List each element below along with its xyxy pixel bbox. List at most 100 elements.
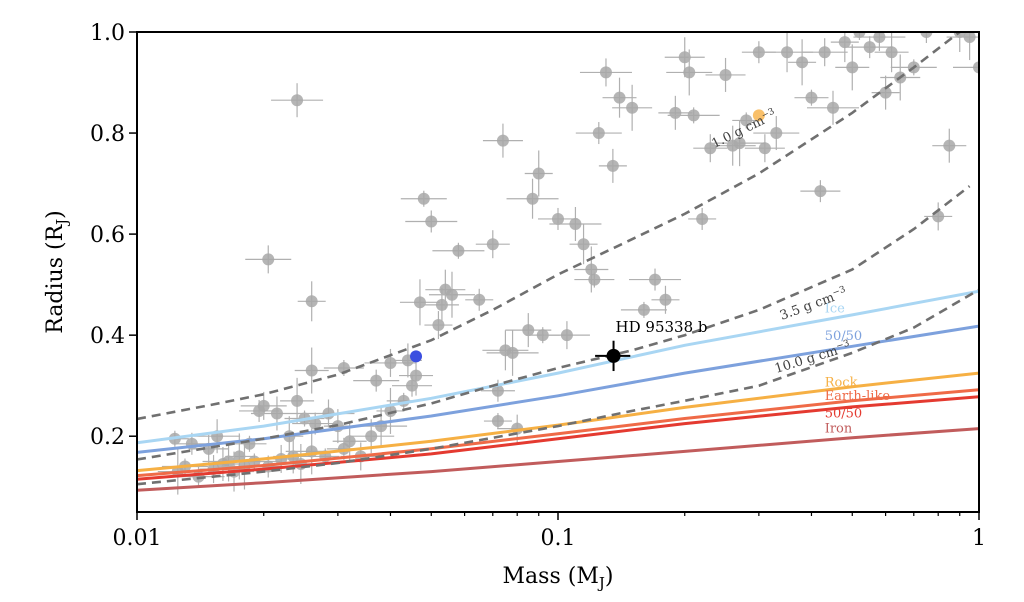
- known-planet-point: [629, 268, 682, 291]
- known-planet-point: [579, 58, 632, 87]
- known-planet-marker: [270, 407, 283, 420]
- known-planet-point: [835, 44, 870, 91]
- composition-curve-label: Iron: [825, 422, 853, 437]
- known-planet-point: [807, 90, 860, 125]
- known-planet-marker: [585, 263, 598, 276]
- known-planet-marker: [552, 212, 564, 225]
- composition-curve: [137, 289, 979, 445]
- known-planet-point: [569, 224, 598, 265]
- known-planet-marker: [740, 114, 753, 127]
- known-planet-marker: [435, 298, 448, 311]
- known-planet-marker: [588, 273, 601, 286]
- composition-curve-label: Earth-like: [825, 389, 891, 404]
- known-planet-marker: [818, 46, 831, 59]
- known-planet-point: [549, 207, 602, 241]
- x-axis-label-main: Mass (M: [503, 564, 599, 589]
- known-planet-marker: [417, 192, 430, 205]
- known-planet-point: [946, 32, 979, 61]
- known-planet-marker: [577, 238, 590, 251]
- target-planet-marker: [606, 348, 621, 363]
- known-planet-point: [376, 387, 405, 434]
- highlighted-planet-marker: [410, 350, 423, 363]
- known-planet-point: [538, 207, 578, 230]
- x-axis-label-sub: J: [597, 574, 605, 592]
- known-planet-point: [658, 95, 693, 130]
- known-planet-marker: [814, 185, 827, 198]
- known-planet-marker: [445, 288, 458, 301]
- known-planet-marker: [532, 167, 545, 180]
- known-planet-marker: [805, 91, 818, 104]
- known-planet-point: [271, 83, 324, 118]
- known-planet-marker: [569, 218, 582, 230]
- y-tick-label: 0.2: [90, 425, 125, 450]
- composition-curve-label: 50/50: [825, 407, 862, 422]
- x-tick-label: 0.1: [541, 526, 576, 551]
- known-planet-marker: [425, 215, 438, 228]
- known-planet-point: [400, 190, 447, 207]
- known-planet-point: [353, 369, 400, 392]
- known-planet-marker: [770, 127, 783, 140]
- y-axis-label-sub: J: [53, 219, 71, 227]
- known-planet-marker: [873, 32, 886, 44]
- known-planet-point: [482, 330, 529, 371]
- known-planet-marker: [659, 293, 672, 306]
- known-planet-marker: [733, 137, 746, 150]
- density-curve: [137, 288, 979, 486]
- known-planet-marker: [781, 46, 794, 59]
- known-planet-marker: [406, 379, 419, 392]
- known-planet-marker: [758, 142, 771, 155]
- highlighted-points-layer: [410, 109, 765, 363]
- known-planet-marker: [606, 159, 619, 172]
- known-planet-point: [405, 210, 458, 233]
- known-planet-marker: [683, 66, 696, 79]
- y-axis-label: Radius (RJ): [43, 210, 71, 334]
- known-planet-marker: [473, 293, 486, 306]
- known-planet-marker: [943, 139, 956, 152]
- y-tick-label: 0.6: [90, 223, 125, 248]
- known-planet-marker: [973, 61, 979, 74]
- known-planet-point: [506, 178, 559, 219]
- known-planet-point: [800, 180, 841, 203]
- known-planet-marker: [262, 253, 275, 266]
- known-planet-point: [666, 49, 713, 96]
- known-planet-point: [871, 75, 900, 110]
- known-planet-point: [713, 120, 766, 167]
- known-planet-marker: [257, 399, 270, 412]
- known-planet-marker: [491, 415, 504, 428]
- known-planet-point: [853, 32, 906, 52]
- known-planet-marker: [879, 86, 892, 99]
- known-planet-marker: [592, 127, 605, 140]
- known-planet-marker: [846, 61, 859, 74]
- known-planet-point: [483, 413, 512, 430]
- known-planet-marker: [305, 364, 318, 377]
- known-planet-marker: [649, 273, 662, 286]
- known-planet-point: [874, 32, 909, 73]
- known-planet-marker: [291, 94, 304, 107]
- known-planet-point: [424, 311, 453, 340]
- known-planet-marker: [696, 212, 709, 225]
- known-planet-point: [598, 148, 627, 183]
- known-planet-marker: [452, 244, 465, 257]
- known-planet-point: [602, 77, 637, 118]
- known-planet-point: [480, 379, 515, 402]
- composition-curve: [137, 395, 979, 481]
- x-axis-label: Mass (MJ): [503, 564, 614, 592]
- known-planet-marker: [522, 324, 535, 337]
- known-planet-point: [294, 347, 329, 394]
- known-planet-point: [425, 269, 466, 310]
- composition-curve-label: Rock: [825, 376, 858, 391]
- known-planet-marker: [687, 109, 700, 122]
- known-planet-point: [761, 32, 814, 73]
- target-planet-layer: HD 95338 b: [595, 318, 708, 372]
- known-planet-point: [830, 32, 859, 63]
- known-planet-point: [741, 41, 776, 64]
- known-planet-marker: [536, 329, 549, 342]
- known-planet-point: [744, 134, 785, 163]
- known-planet-point: [482, 123, 523, 158]
- composition-curve-label: 50/50: [825, 329, 862, 344]
- known-planet-marker: [560, 329, 573, 342]
- known-planet-point: [475, 230, 510, 259]
- target-planet-label: HD 95338 b: [616, 318, 708, 336]
- known-planet-point: [245, 245, 292, 274]
